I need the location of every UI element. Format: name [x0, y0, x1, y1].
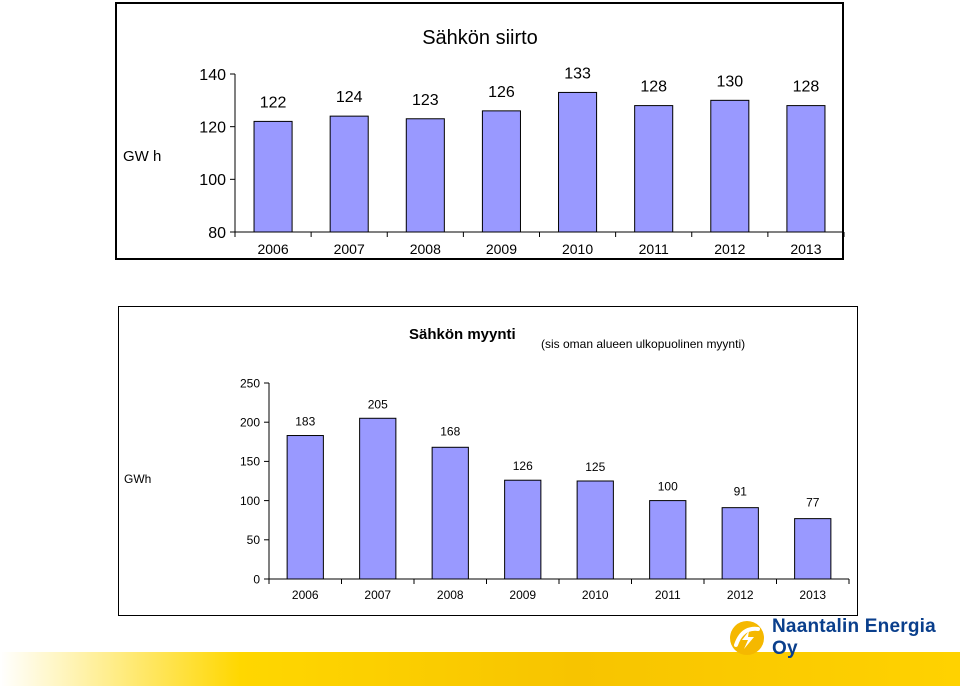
x-tick-label-2011: 2011 [655, 588, 681, 602]
y-tick-label: 80 [208, 225, 226, 242]
x-tick-label-2013: 2013 [790, 241, 821, 257]
company-name: Naantalin Energia Oy [772, 616, 936, 659]
data-label-2009: 126 [488, 84, 515, 101]
bar-2008 [405, 118, 445, 233]
x-tick-label-2011: 2011 [639, 241, 669, 257]
y-tick-label: 150 [240, 455, 260, 469]
bar-2009 [504, 479, 542, 580]
chart-panel-sahkon-siirto: Sähkön siirto GW h 80 100 120 140 122 2006 124 20… [115, 2, 845, 260]
y-tick-label: 50 [247, 533, 261, 547]
data-label-2007: 124 [336, 89, 363, 106]
bar-2011 [649, 500, 687, 580]
x-tick-label-2006: 2006 [292, 588, 319, 602]
x-tick-label-2008: 2008 [437, 588, 464, 602]
chart-sahkon-myynti: Sähkön myynti (sis oman alueen ulkopuolin… [124, 326, 850, 602]
x-tick-label-2010: 2010 [562, 241, 593, 257]
data-label-2013: 128 [793, 79, 820, 96]
chart-title: Sähkön siirto [422, 27, 538, 49]
bar-2006 [253, 120, 293, 233]
data-label-2006: 122 [260, 94, 287, 111]
x-tick-label-2010: 2010 [582, 588, 609, 602]
bar-2008 [431, 446, 469, 580]
x-tick-label-2009: 2009 [486, 241, 517, 257]
data-label-2008: 123 [412, 92, 439, 109]
chart-panel-sahkon-myynti: Sähkön myynti (sis oman alueen ulkopuolin… [118, 306, 858, 616]
data-label-2012: 91 [734, 485, 748, 499]
bar-2013 [794, 518, 832, 580]
bar-2013 [786, 105, 826, 233]
lightning-logo-icon [730, 621, 764, 655]
data-label-2012: 130 [716, 73, 743, 90]
bar-2006 [286, 435, 324, 580]
data-label-2006: 183 [295, 415, 315, 429]
chart-sahkon-siirto: Sähkön siirto GW h 80 100 120 140 122 2006 124 20… [123, 27, 845, 257]
x-tick-label-2012: 2012 [727, 588, 754, 602]
bar-2010 [558, 91, 598, 233]
bar-2012 [710, 99, 750, 233]
bar-2010 [576, 480, 614, 580]
y-tick-label: 0 [253, 572, 260, 586]
y-axis-label: GW h [123, 148, 161, 165]
y-tick-label: 250 [240, 376, 260, 390]
data-label-2007: 205 [368, 397, 388, 411]
footer-gradient-bar [0, 652, 960, 686]
bar-2007 [359, 417, 397, 580]
x-tick-label-2007: 2007 [334, 241, 365, 257]
bar-2012 [721, 507, 759, 580]
bar-2009 [481, 110, 521, 233]
y-tick-label: 100 [240, 494, 260, 508]
x-tick-label-2006: 2006 [257, 241, 288, 257]
y-tick-label: 120 [199, 119, 226, 136]
y-tick-label: 200 [240, 416, 260, 430]
chart-subtitle: (sis oman alueen ulkopuolinen myynti) [541, 337, 745, 351]
y-axis-label: GWh [124, 472, 151, 486]
data-label-2011: 100 [658, 480, 678, 494]
x-tick-label-2012: 2012 [714, 241, 745, 257]
chart-title: Sähkön myynti [409, 326, 516, 343]
y-tick-label: 140 [199, 67, 226, 84]
bar-2007 [329, 115, 369, 233]
x-tick-label-2009: 2009 [509, 588, 536, 602]
data-label-2011: 128 [640, 79, 667, 96]
data-label-2008: 168 [440, 424, 460, 438]
bar-2011 [634, 105, 674, 233]
data-label-2013: 77 [806, 496, 820, 510]
x-tick-label-2008: 2008 [410, 241, 441, 257]
y-tick-label: 100 [199, 172, 226, 189]
x-tick-label-2013: 2013 [799, 588, 826, 602]
data-label-2010: 133 [564, 65, 591, 82]
company-logo: Naantalin Energia Oy [728, 616, 960, 659]
x-tick-label-2007: 2007 [364, 588, 391, 602]
data-label-2010: 125 [585, 460, 605, 474]
data-label-2009: 126 [513, 459, 533, 473]
